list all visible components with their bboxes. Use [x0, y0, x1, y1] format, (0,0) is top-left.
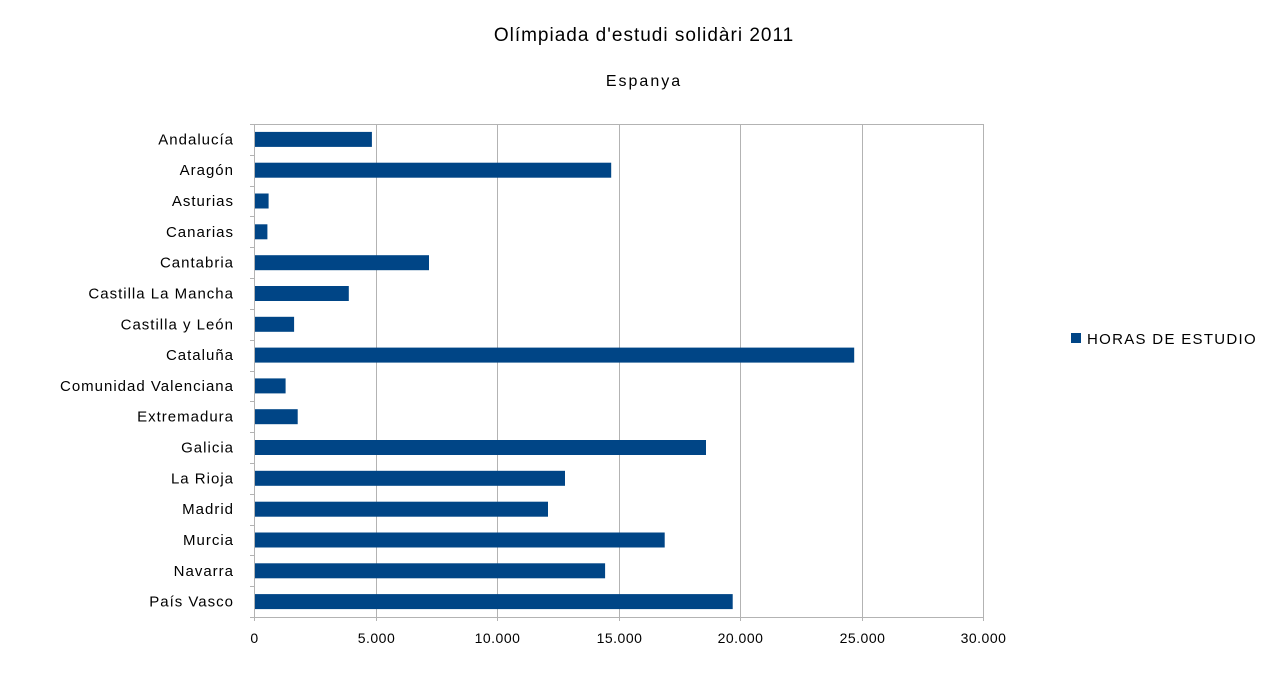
category-label: País Vasco — [149, 594, 234, 611]
x-tick-label: 15.000 — [597, 630, 643, 646]
bar — [255, 162, 612, 178]
bar — [255, 440, 706, 455]
category-labels: Andalucía Aragón Asturias Canarias Cantabria… — [60, 131, 234, 611]
bar — [255, 501, 548, 517]
category-label: Castilla y León — [121, 316, 234, 333]
bar — [255, 316, 295, 332]
chart-title: Olímpiada d'estudi solidàri 2011 — [493, 25, 795, 46]
category-label: Murcia — [183, 532, 234, 549]
bar — [255, 409, 298, 425]
category-label: Madrid — [182, 501, 234, 518]
category-label: Castilla La Mancha — [88, 286, 234, 303]
axes — [250, 124, 984, 621]
category-label: Comunidad Valenciana — [60, 378, 234, 395]
x-tick-label: 5.000 — [358, 630, 396, 646]
category-label: Cantabria — [160, 255, 234, 272]
category-label: Extremadura — [137, 409, 234, 426]
category-label: La Rioja — [171, 470, 234, 487]
bar — [255, 224, 268, 240]
x-tick-labels: 0 5.000 10.000 15.000 20.000 25.000 30.000 — [250, 630, 1006, 646]
bar — [255, 131, 372, 147]
bar — [255, 470, 565, 486]
bar — [255, 255, 429, 271]
x-tick-label: 10.000 — [475, 630, 521, 646]
legend: HORAS DE ESTUDIO — [1071, 331, 1257, 348]
category-label: Asturias — [172, 193, 234, 210]
x-tick-label: 20.000 — [718, 630, 764, 646]
category-label: Cataluña — [166, 347, 234, 364]
bar — [255, 594, 733, 610]
bar — [255, 532, 665, 548]
legend-label: HORAS DE ESTUDIO — [1087, 331, 1257, 348]
category-label: Canarias — [166, 224, 234, 241]
legend-swatch — [1071, 333, 1081, 343]
bar — [255, 193, 269, 209]
category-label: Aragón — [180, 162, 234, 179]
x-tick-label: 25.000 — [840, 630, 886, 646]
bar — [255, 378, 286, 394]
category-label: Navarra — [174, 563, 234, 580]
bars — [255, 131, 855, 610]
category-label: Andalucía — [158, 131, 234, 148]
x-tick-label: 0 — [250, 630, 258, 646]
bar — [255, 563, 606, 579]
category-label: Galicia — [181, 440, 234, 457]
bar — [255, 347, 855, 363]
bar — [255, 286, 349, 301]
x-tick-label: 30.000 — [961, 630, 1007, 646]
chart-subtitle: Espanya — [605, 73, 683, 90]
